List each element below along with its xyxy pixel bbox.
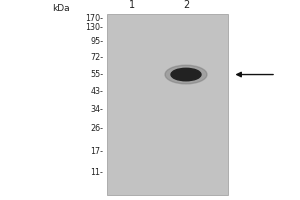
- Ellipse shape: [165, 65, 207, 84]
- Text: 34-: 34-: [91, 105, 103, 114]
- Text: 170-: 170-: [85, 14, 103, 23]
- Text: 2: 2: [183, 0, 189, 10]
- Text: kDa: kDa: [52, 4, 70, 13]
- Text: 11-: 11-: [91, 168, 103, 177]
- Text: 43-: 43-: [91, 87, 103, 96]
- Text: 95-: 95-: [90, 37, 104, 46]
- Text: 72-: 72-: [90, 53, 104, 62]
- Text: 1: 1: [129, 0, 135, 10]
- Bar: [106, 14, 228, 195]
- Text: 17-: 17-: [91, 147, 103, 156]
- Ellipse shape: [171, 68, 201, 81]
- Text: 26-: 26-: [91, 124, 103, 133]
- Text: 55-: 55-: [90, 70, 104, 79]
- Text: 130-: 130-: [85, 23, 103, 32]
